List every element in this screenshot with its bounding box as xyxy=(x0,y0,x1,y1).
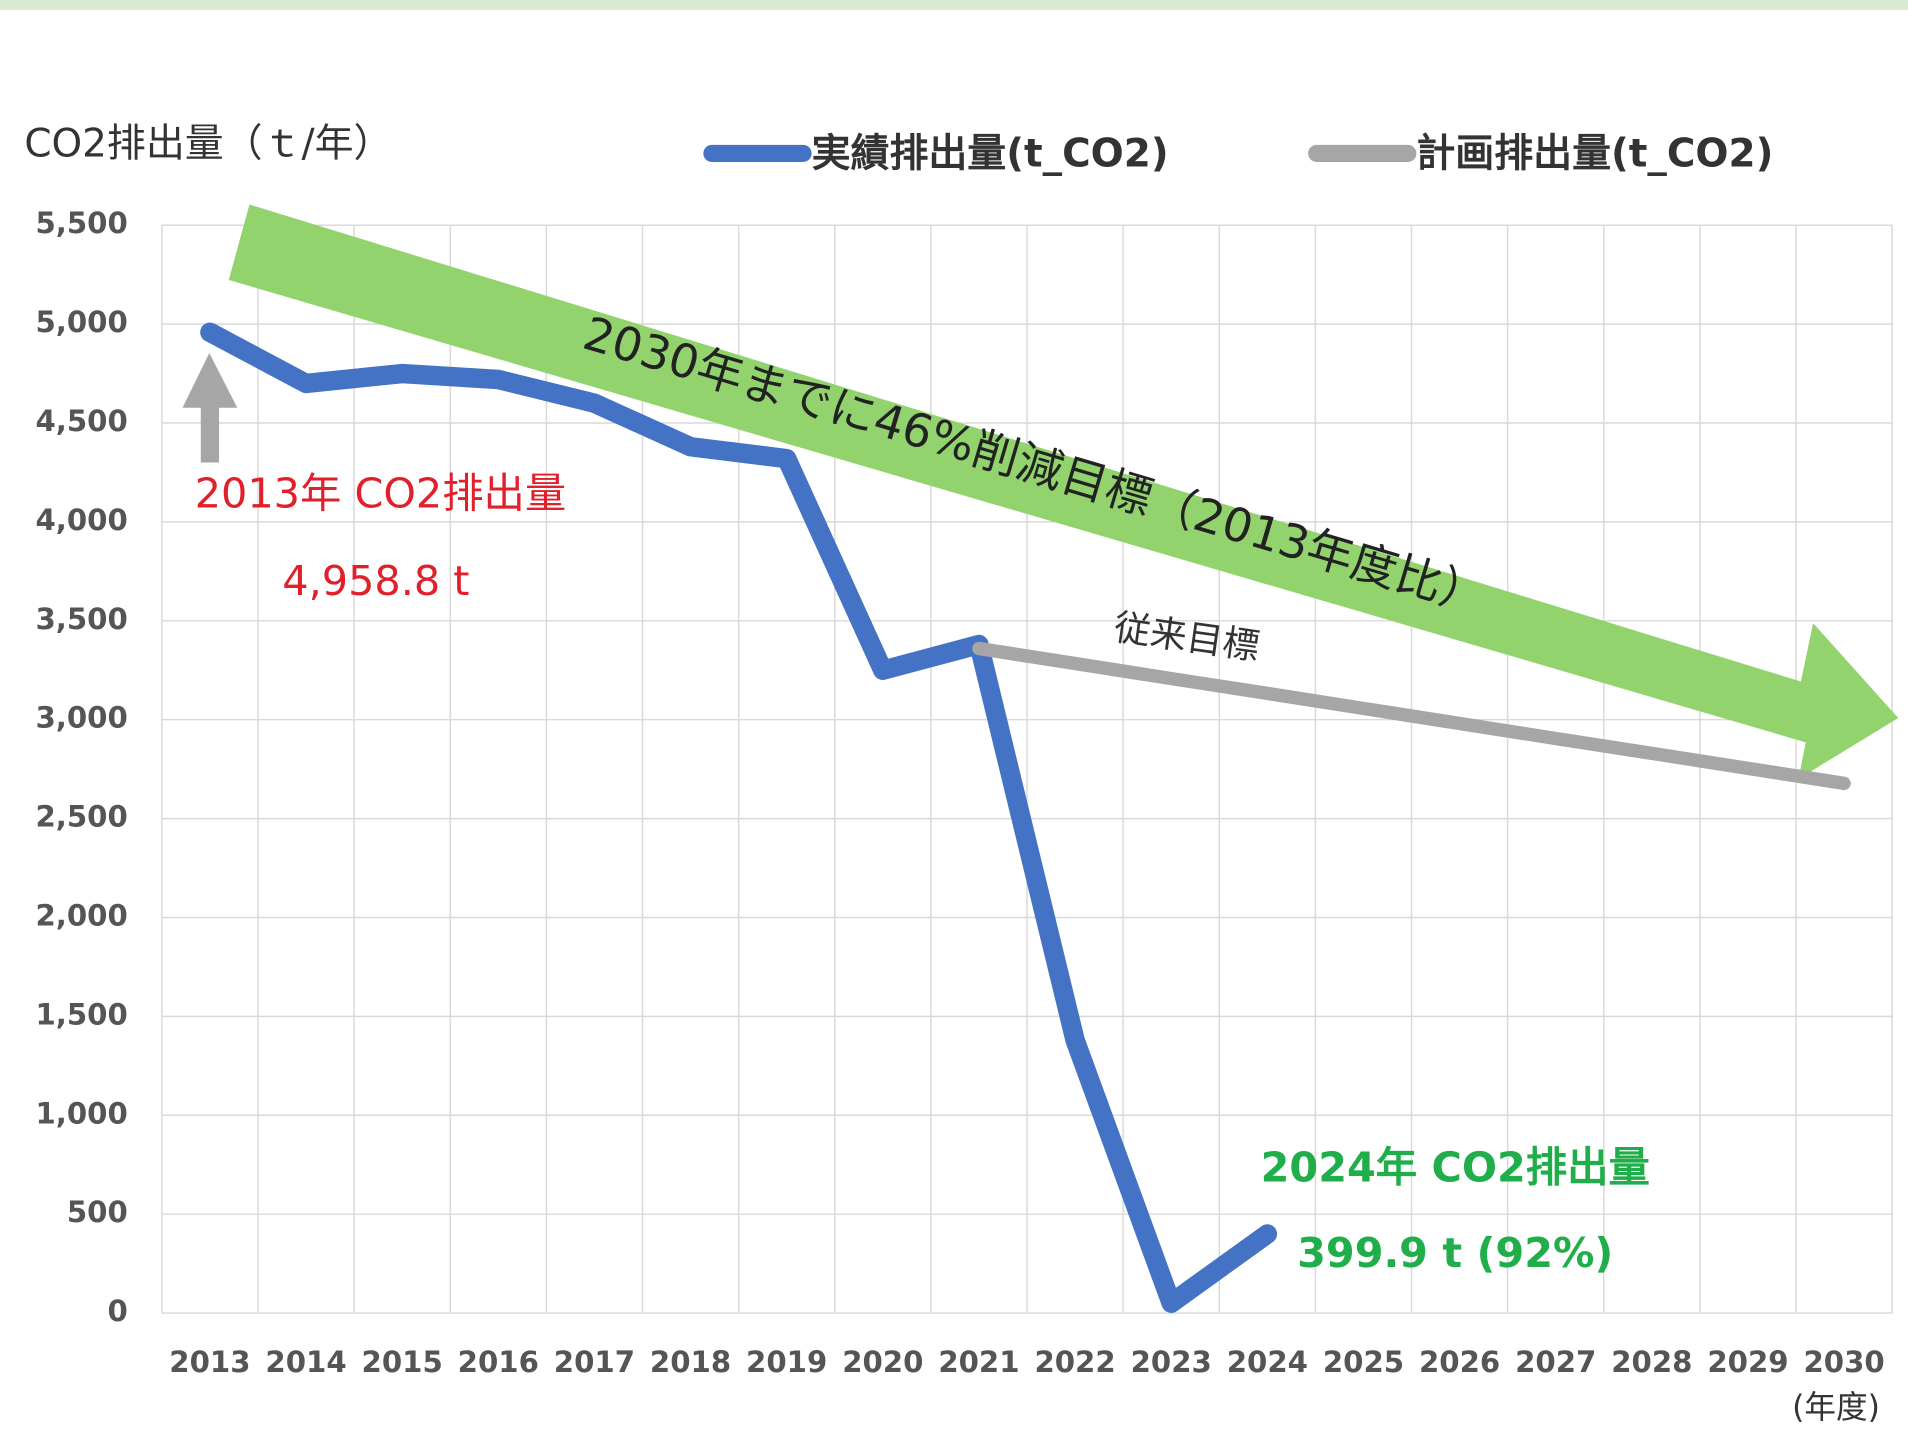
end-value: 399.9 t (92%) xyxy=(1297,1229,1613,1277)
legend-label: 実績排出量(t_CO2) xyxy=(812,131,1169,176)
target-label: 2030年までに46%削減目標（2013年度比） xyxy=(578,306,1494,624)
x-tick-label: 2023 xyxy=(1131,1345,1212,1379)
y-tick-label: 2,000 xyxy=(35,898,127,932)
top-band xyxy=(0,0,1908,10)
end-label: 2024年 CO2排出量 xyxy=(1261,1144,1650,1192)
x-tick-label: 2026 xyxy=(1419,1345,1500,1379)
x-tick-label: 2025 xyxy=(1323,1345,1404,1379)
x-tick-label: 2021 xyxy=(938,1345,1019,1379)
x-tick-label: 2013 xyxy=(169,1345,250,1379)
y-tick-label: 0 xyxy=(107,1294,127,1328)
y-axis-title: CO2排出量（ｔ/年） xyxy=(24,122,392,167)
x-tick-label: 2014 xyxy=(265,1345,346,1379)
x-tick-label: 2015 xyxy=(362,1345,443,1379)
y-tick-label: 3,000 xyxy=(35,701,127,735)
x-tick-label: 2027 xyxy=(1515,1345,1596,1379)
y-tick-label: 1,000 xyxy=(35,1096,127,1130)
x-tick-label: 2017 xyxy=(554,1345,635,1379)
x-tick-label: 2028 xyxy=(1611,1345,1692,1379)
series-line xyxy=(972,641,1851,791)
y-tick-label: 500 xyxy=(67,1195,128,1229)
x-tick-label: 2020 xyxy=(842,1345,923,1379)
x-tick-label: 2029 xyxy=(1707,1345,1788,1379)
y-tick-label: 5,500 xyxy=(35,206,127,240)
target-arrow xyxy=(228,204,1899,779)
start-arrow xyxy=(182,352,238,463)
x-axis-unit: (年度) xyxy=(1792,1390,1880,1426)
old-target-label: 従来目標 xyxy=(1111,606,1262,669)
x-tick-label: 2018 xyxy=(650,1345,731,1379)
y-tick-label: 4,000 xyxy=(35,503,127,537)
x-tick-label: 2016 xyxy=(458,1345,539,1379)
x-tick-label: 2024 xyxy=(1227,1345,1308,1379)
series-line xyxy=(200,322,1278,1313)
lines xyxy=(200,322,1851,1313)
y-tick-label: 1,500 xyxy=(35,997,127,1031)
y-tick-label: 3,500 xyxy=(35,602,127,636)
x-tick-label: 2022 xyxy=(1034,1345,1115,1379)
y-tick-label: 5,000 xyxy=(35,305,127,339)
y-tick-label: 2,500 xyxy=(35,800,127,834)
x-tick-label: 2030 xyxy=(1803,1345,1884,1379)
legend-label: 計画排出量(t_CO2) xyxy=(1416,131,1773,176)
x-tick-label: 2019 xyxy=(746,1345,827,1379)
y-tick-label: 4,500 xyxy=(35,404,127,438)
start-value: 4,958.8 t xyxy=(282,557,469,605)
start-label: 2013年 CO2排出量 xyxy=(195,470,567,518)
